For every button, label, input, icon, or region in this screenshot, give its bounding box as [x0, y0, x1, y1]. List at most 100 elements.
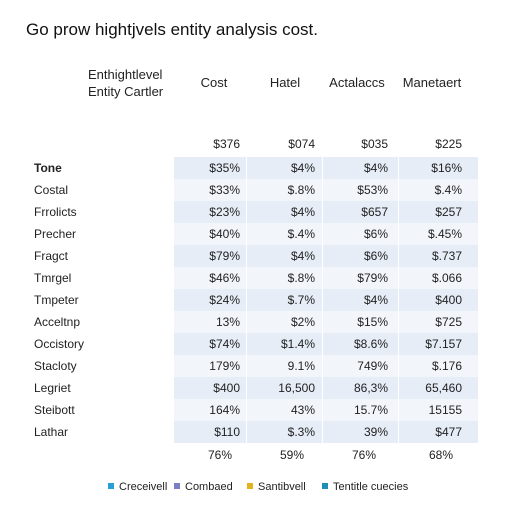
column-divider [246, 223, 247, 245]
column-divider [322, 289, 323, 311]
table-cell: 16,500 [278, 381, 315, 395]
table-cell: $79% [357, 271, 388, 285]
row-band [174, 201, 478, 223]
column-divider [322, 223, 323, 245]
table-cell: $.066 [431, 271, 462, 285]
column-divider [398, 267, 399, 289]
table-cell: $4% [363, 293, 388, 307]
table-cell: $.176 [431, 359, 462, 373]
table-row: Stacloty 179% 9.1% 749% $.176 [30, 355, 478, 377]
column-divider [322, 311, 323, 333]
legend-swatch-icon [108, 483, 114, 490]
column-divider [246, 289, 247, 311]
data-table: Tone $35% $4% $4% $16% Costal $33% $.8% $53% $.4%… [30, 157, 478, 443]
row-label: Precher [34, 227, 77, 241]
table-cell: $33% [209, 183, 240, 197]
row-label: Stacloty [34, 359, 77, 373]
table-cell: 86,3% [353, 381, 388, 395]
table-cell: $.8% [287, 271, 315, 285]
row-band [174, 179, 478, 201]
table-cell: $.737 [431, 249, 462, 263]
column-divider [246, 421, 247, 443]
legend-label: Tentitle cuecies [333, 481, 409, 493]
column-divider [322, 157, 323, 179]
legend-swatch-icon [247, 483, 253, 490]
column-divider [398, 245, 399, 267]
row-label: Fragct [34, 249, 69, 263]
table-cell: $4% [290, 161, 315, 175]
column-divider [398, 223, 399, 245]
column-divider [398, 289, 399, 311]
table-cell: $16% [431, 161, 462, 175]
row-label: Frrolicts [34, 205, 77, 219]
table-cell: $4% [290, 249, 315, 263]
column-divider [322, 421, 323, 443]
column-divider [398, 311, 399, 333]
table-cell: $6% [363, 227, 388, 241]
row-band [174, 245, 478, 267]
legend-swatch-icon [174, 483, 180, 490]
total-cell: $035 [361, 137, 388, 151]
table-cell: 13% [215, 315, 240, 329]
table-row: Fragct $79% $4% $6% $.737 [30, 245, 478, 267]
legend-item: Creceivell [108, 481, 167, 493]
row-band [174, 289, 478, 311]
table-cell: 65,460 [425, 381, 462, 395]
row-band [174, 355, 478, 377]
table-cell: $400 [435, 293, 462, 307]
column-divider [246, 179, 247, 201]
table-row: Occistory $74% $1.4% $8.6% $7.157 [30, 333, 478, 355]
total-cell: $074 [288, 137, 315, 151]
table-cell: $.4% [434, 183, 462, 197]
legend-swatch-icon [322, 483, 328, 490]
table-cell: 15.7% [353, 403, 388, 417]
table-cell: $40% [209, 227, 240, 241]
table-cell: $.4% [287, 227, 315, 241]
legend-item: Tentitle cuecies [322, 481, 408, 493]
table-cell: $1.4% [280, 337, 315, 351]
row-band [174, 377, 478, 399]
column-divider [398, 157, 399, 179]
total-cell: $376 [213, 137, 240, 151]
table-cell: $.7% [287, 293, 315, 307]
row-band [174, 399, 478, 421]
column-divider [246, 399, 247, 421]
legend-item: Combaed [174, 481, 233, 493]
footer-cell: 68% [428, 448, 453, 462]
column-divider [322, 201, 323, 223]
column-divider [246, 245, 247, 267]
total-cell: $225 [435, 137, 462, 151]
table-cell: $7.157 [425, 337, 462, 351]
column-header-actalaccs: Actalaccs [329, 75, 385, 90]
table-cell: $.8% [287, 183, 315, 197]
row-label: Legriet [34, 381, 71, 395]
legend-label: Santibvell [258, 481, 306, 493]
table-row: Steibott 164% 43% 15.7% 15155 [30, 399, 478, 421]
table-cell: $8.6% [353, 337, 388, 351]
table-cell: $4% [290, 205, 315, 219]
row-band [174, 311, 478, 333]
row-label: Lathar [34, 425, 69, 439]
footer-cell: 76% [207, 448, 232, 462]
table-cell: 749% [357, 359, 388, 373]
row-label: Tone [34, 161, 62, 175]
column-divider [246, 355, 247, 377]
table-row: Lathar $110 $.3% 39% $477 [30, 421, 478, 443]
table-cell: $657 [361, 205, 388, 219]
table-cell: $110 [214, 425, 240, 439]
table-row: Costal $33% $.8% $53% $.4% [30, 179, 478, 201]
table-cell: $46% [209, 271, 240, 285]
table-cell: $74% [209, 337, 240, 351]
footer-cell: 59% [279, 448, 304, 462]
row-band [174, 421, 478, 443]
row-label: Costal [34, 183, 69, 197]
table-cell: $24% [209, 293, 240, 307]
column-divider [398, 399, 399, 421]
row-label: Occistory [34, 337, 85, 351]
table-row: Legriet $400 16,500 86,3% 65,460 [30, 377, 478, 399]
row-band [174, 157, 478, 179]
column-divider [246, 267, 247, 289]
column-divider [398, 179, 399, 201]
table-row: Frrolicts $23% $4% $657 $257 [30, 201, 478, 223]
